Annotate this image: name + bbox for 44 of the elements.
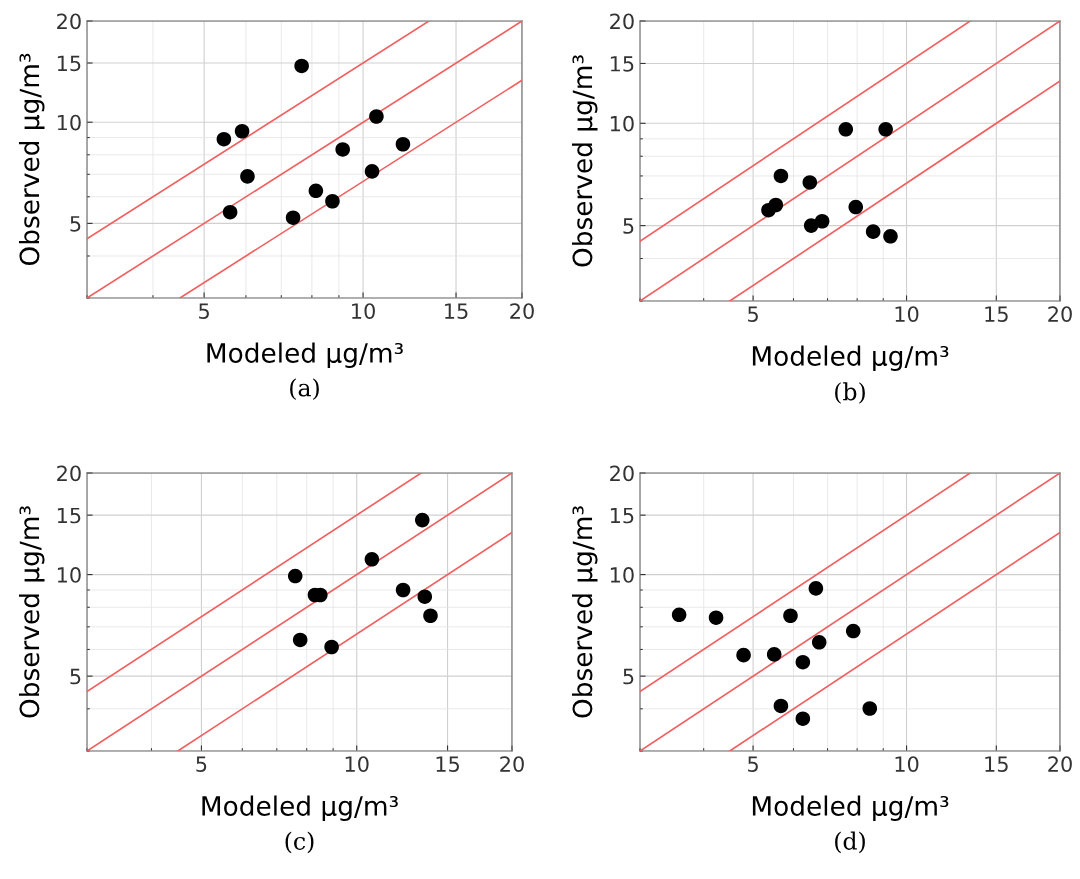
x-axis-title: Modeled μg/m³ [202,795,398,822]
y-tick-label: 15 [610,507,634,524]
y-tick-label: 5 [70,668,81,685]
text: (c) [285,831,314,854]
x-axis-title: Modeled μg/m³ [752,345,949,372]
y-tick-label: 15 [57,507,81,524]
x-tick-label: 20 [1048,756,1072,772]
y-tick-label: 20 [57,465,81,482]
x-tick-label: 5 [748,756,758,772]
y-tick-label: 20 [57,13,81,30]
x-tick-label: 5 [748,306,758,322]
x-tick-label: 5 [196,756,207,772]
x-tick-label: 15 [985,306,1008,322]
y-tick-label: 20 [610,13,634,30]
y-tick-label: 5 [70,216,81,232]
x-tick-label: 10 [895,306,919,322]
text: (b) [835,382,865,404]
x-tick-label: 20 [1048,306,1072,322]
x-tick-label: 5 [199,303,209,319]
text: (d) [835,831,865,854]
y-axis-title: Observed μg/m³ [18,506,45,718]
x-tick-label: 15 [445,303,468,319]
y-axis-title: Observed μg/m³ [18,53,45,266]
y-tick-label: 10 [610,115,634,132]
y-tick-label: 5 [623,668,634,685]
y-tick-label: 20 [610,465,634,482]
text: (a) [290,378,319,400]
y-tick-label: 15 [610,56,634,72]
y-tick-label: 5 [623,218,634,234]
x-tick-label: 10 [895,756,919,772]
y-tick-label: 10 [57,114,81,131]
x-tick-label: 20 [510,303,534,319]
x-tick-label: 15 [985,756,1008,772]
x-axis-title: Modeled μg/m³ [752,795,949,822]
x-tick-label: 20 [500,756,524,772]
x-tick-label: 10 [352,303,375,319]
y-tick-label: 10 [57,567,81,583]
x-axis-title: Modeled μg/m³ [207,342,403,369]
x-tick-label: 15 [436,756,459,772]
y-tick-label: 15 [57,55,81,72]
y-tick-label: 10 [610,567,634,583]
x-tick-label: 10 [345,756,369,772]
y-axis-title: Observed μg/m³ [571,55,598,267]
y-axis-title: Observed μg/m³ [571,506,598,718]
